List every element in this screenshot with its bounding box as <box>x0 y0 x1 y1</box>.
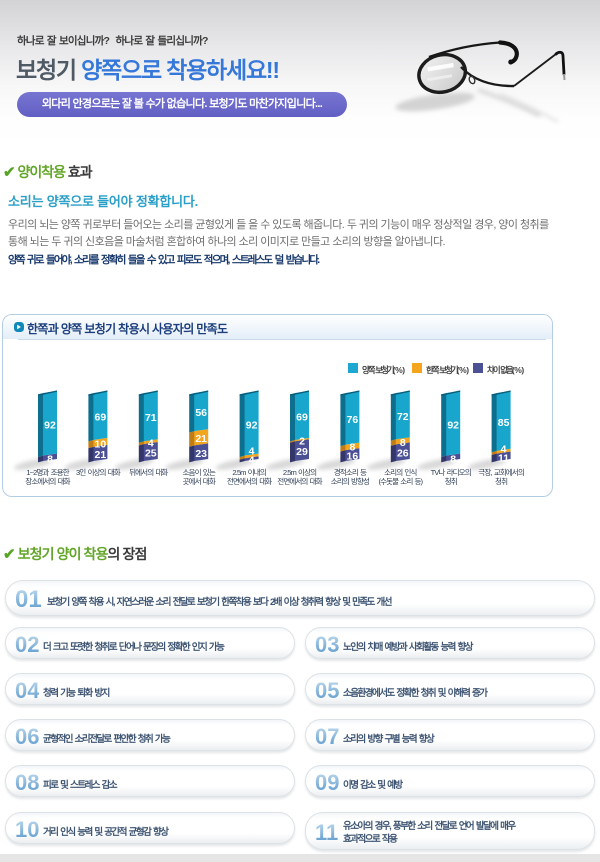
svg-text:71: 71 <box>145 412 157 424</box>
svg-text:4: 4 <box>501 443 507 455</box>
svg-text:16: 16 <box>347 451 359 463</box>
svg-text:85: 85 <box>498 417 510 429</box>
svg-text:10: 10 <box>95 438 107 450</box>
svg-text:3인 이상의 대화: 3인 이상의 대화 <box>76 467 121 477</box>
svg-text:92: 92 <box>44 419 56 431</box>
svg-text:25: 25 <box>145 448 157 460</box>
svg-text:2.5m 이내의: 2.5m 이내의 <box>232 467 265 477</box>
svg-text:4: 4 <box>249 455 255 467</box>
svg-text:소음이 있는: 소음이 있는 <box>183 467 216 477</box>
svg-text:8: 8 <box>349 442 355 454</box>
svg-text:장소에서의 대화: 장소에서의 대화 <box>25 476 70 486</box>
svg-text:23: 23 <box>195 448 207 460</box>
svg-text:1~2명과 조용한: 1~2명과 조용한 <box>26 467 69 477</box>
svg-text:(수돗물 소리 등): (수돗물 소리 등) <box>378 477 423 486</box>
svg-text:경적소리 등: 경적소리 등 <box>334 467 367 477</box>
svg-text:8: 8 <box>47 453 53 465</box>
svg-text:29: 29 <box>296 446 308 458</box>
svg-text:2: 2 <box>299 436 305 448</box>
svg-text:소리의 인식: 소리의 인식 <box>384 467 416 477</box>
svg-text:76: 76 <box>347 414 359 426</box>
svg-text:전면에서의 대화: 전면에서의 대화 <box>277 476 322 486</box>
svg-text:69: 69 <box>296 411 308 423</box>
svg-text:92: 92 <box>447 419 459 431</box>
svg-text:TV나 라디오의: TV나 라디오의 <box>431 467 471 477</box>
svg-text:청취: 청취 <box>445 477 457 486</box>
svg-text:극장, 교회에서의: 극장, 교회에서의 <box>478 467 524 477</box>
svg-text:8: 8 <box>400 437 406 449</box>
svg-text:4: 4 <box>148 438 154 450</box>
svg-text:72: 72 <box>397 411 409 423</box>
svg-text:56: 56 <box>195 407 207 419</box>
svg-text:11: 11 <box>498 452 509 464</box>
svg-text:21: 21 <box>95 449 107 461</box>
svg-text:69: 69 <box>95 411 107 423</box>
svg-text:전면에서의 대화: 전면에서의 대화 <box>227 476 272 486</box>
svg-text:뒤에서의 대화: 뒤에서의 대화 <box>129 467 168 477</box>
svg-text:청취: 청취 <box>495 477 507 486</box>
svg-text:소리의 방향성: 소리의 방향성 <box>331 476 370 486</box>
svg-text:21: 21 <box>195 433 207 445</box>
svg-text:2.5m 이상의: 2.5m 이상의 <box>283 467 316 477</box>
svg-text:8: 8 <box>450 453 456 465</box>
svg-text:4: 4 <box>249 446 255 458</box>
svg-text:26: 26 <box>397 448 409 460</box>
svg-text:곳에서 대화: 곳에서 대화 <box>183 477 216 486</box>
svg-text:92: 92 <box>246 419 258 431</box>
